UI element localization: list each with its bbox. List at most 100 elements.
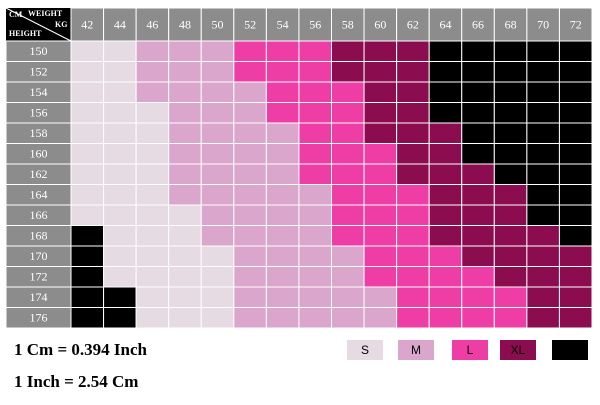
size-cell <box>526 245 560 267</box>
size-cell <box>233 143 267 165</box>
size-cell <box>233 266 267 288</box>
size-cell <box>200 245 235 267</box>
size-cell <box>70 286 105 308</box>
size-cell <box>428 225 463 247</box>
size-cell <box>526 286 560 308</box>
size-cell <box>168 286 202 308</box>
size-cell <box>396 184 430 206</box>
size-cell <box>558 286 593 308</box>
height-unit: CM <box>9 10 23 19</box>
size-cell <box>70 163 105 185</box>
size-cell <box>168 245 202 267</box>
legend-swatch <box>452 340 488 360</box>
size-cell <box>168 225 202 247</box>
header-cell <box>428 7 463 42</box>
size-cell <box>70 81 105 103</box>
size-cell <box>70 61 105 83</box>
size-cell <box>363 307 398 329</box>
weight-label: 48 <box>179 17 191 31</box>
size-cell <box>200 122 235 144</box>
size-cell <box>493 102 528 124</box>
size-cell <box>331 266 365 288</box>
size-cell <box>298 286 332 308</box>
size-cell <box>168 143 202 165</box>
size-cell <box>70 307 105 329</box>
size-cell <box>298 204 332 226</box>
size-cell <box>135 122 170 144</box>
size-cell <box>363 245 398 267</box>
size-cell <box>363 225 398 247</box>
size-cell <box>233 204 267 226</box>
size-cell <box>265 266 300 288</box>
size-cell <box>265 286 300 308</box>
weight-label: 44 <box>114 17 126 31</box>
size-cell <box>233 163 267 185</box>
size-cell <box>168 184 202 206</box>
size-cell <box>493 61 528 83</box>
size-cell <box>526 184 560 206</box>
size-cell <box>265 184 300 206</box>
size-cell <box>135 143 170 165</box>
size-cell <box>168 40 202 62</box>
size-cell <box>103 245 137 267</box>
height-label: 150 <box>30 44 48 58</box>
size-cell <box>428 81 463 103</box>
legend-swatch <box>500 340 536 360</box>
size-cell <box>265 61 300 83</box>
height-label: 168 <box>30 229 48 243</box>
size-cell <box>558 102 593 124</box>
size-cell <box>200 225 235 247</box>
size-cell <box>70 204 105 226</box>
size-cell <box>233 184 267 206</box>
weight-label: 54 <box>277 17 289 31</box>
weight-label: 60 <box>374 17 386 31</box>
size-cell <box>331 204 365 226</box>
size-cell <box>363 163 398 185</box>
size-cell <box>298 143 332 165</box>
size-cell <box>200 61 235 83</box>
size-cell <box>558 307 593 329</box>
size-cell <box>461 61 495 83</box>
size-cell <box>428 163 463 185</box>
weight-label: 50 <box>212 17 224 31</box>
size-cell <box>493 266 528 288</box>
size-cell <box>70 40 105 62</box>
size-cell <box>396 266 430 288</box>
size-cell <box>331 81 365 103</box>
size-cell <box>461 102 495 124</box>
size-cell <box>396 286 430 308</box>
size-cell <box>298 122 332 144</box>
size-cell <box>396 245 430 267</box>
size-cell <box>396 61 430 83</box>
size-cell <box>461 204 495 226</box>
size-cell <box>526 163 560 185</box>
size-cell <box>558 61 593 83</box>
size-cell <box>135 40 170 62</box>
size-cell <box>526 143 560 165</box>
size-cell <box>558 266 593 288</box>
header-cell <box>558 7 593 42</box>
height-label: 174 <box>30 290 48 304</box>
size-cell <box>363 266 398 288</box>
size-cell <box>428 143 463 165</box>
size-cell <box>200 184 235 206</box>
size-cell <box>200 204 235 226</box>
size-cell <box>331 143 365 165</box>
size-cell <box>526 40 560 62</box>
height-label: 162 <box>30 167 48 181</box>
size-cell <box>331 286 365 308</box>
size-cell <box>363 286 398 308</box>
size-cell <box>526 266 560 288</box>
size-cell <box>135 286 170 308</box>
size-cell <box>526 61 560 83</box>
size-cell <box>428 184 463 206</box>
size-cell <box>265 81 300 103</box>
weight-label: 68 <box>505 17 517 31</box>
height-label: 160 <box>30 147 48 161</box>
size-cell <box>70 122 105 144</box>
corner-diagonal <box>5 7 72 42</box>
size-cell <box>428 286 463 308</box>
size-cell <box>298 225 332 247</box>
legend-label: XL <box>511 343 526 357</box>
